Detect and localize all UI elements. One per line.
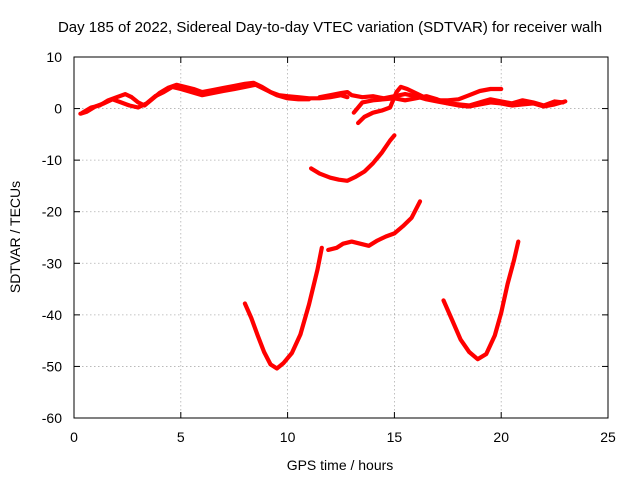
series-line-arc-6 xyxy=(309,133,397,183)
x-axis-label: GPS time / hours xyxy=(287,457,394,473)
grid xyxy=(74,57,608,418)
y-tick-label: -10 xyxy=(42,152,62,168)
y-axis-label: SDTVAR / TECUs xyxy=(7,181,23,293)
series-line-arc-7 xyxy=(326,199,423,252)
y-tick-label: -20 xyxy=(42,204,62,220)
series-line-arc-9 xyxy=(441,239,521,362)
series-line-arc-4 xyxy=(356,84,504,126)
x-tick-label: 15 xyxy=(387,429,403,445)
axis-ticks: 0 5 10 15 20 25 -60 -50 -40 -30 -20 -10 0 10 xyxy=(42,49,616,445)
series-group xyxy=(78,80,568,371)
x-tick-label: 5 xyxy=(177,429,185,445)
y-tick-label: -50 xyxy=(42,358,62,374)
y-tick-label: 10 xyxy=(46,49,62,65)
series-line-arc-8 xyxy=(242,245,324,371)
plot-frame xyxy=(73,56,609,419)
chart-title: Day 185 of 2022, Sidereal Day-to-day VTE… xyxy=(58,19,602,36)
x-tick-label: 10 xyxy=(280,429,296,445)
series-line-arc-2 xyxy=(78,82,312,116)
y-tick-label: -30 xyxy=(42,255,62,271)
x-tick-label: 25 xyxy=(600,429,616,445)
x-tick-label: 20 xyxy=(493,429,509,445)
series-line-arc-5 xyxy=(351,94,568,115)
x-tick-label: 0 xyxy=(70,429,78,445)
y-tick-label: -60 xyxy=(42,410,62,426)
y-tick-label: -40 xyxy=(42,307,62,323)
y-tick-label: 0 xyxy=(54,101,62,117)
